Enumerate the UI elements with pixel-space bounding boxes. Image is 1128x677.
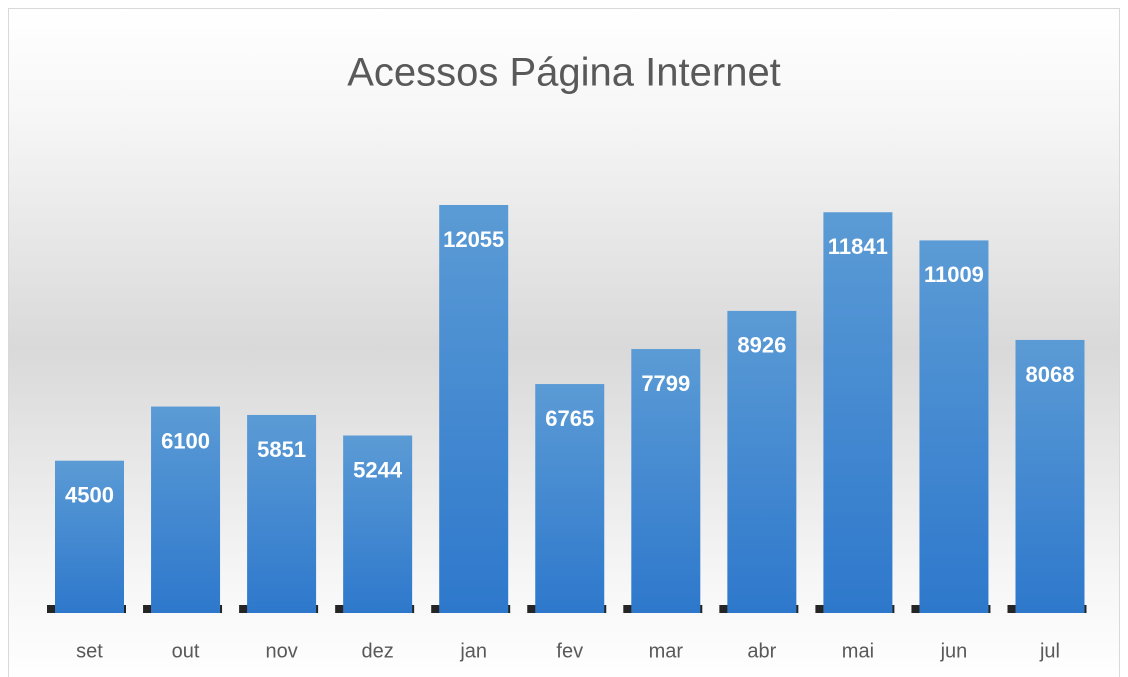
bar	[631, 349, 701, 613]
bar	[247, 414, 317, 613]
bar	[1015, 339, 1085, 613]
x-tick-label: abr	[747, 640, 776, 662]
bar	[151, 406, 221, 613]
x-tick-label: set	[76, 640, 103, 662]
data-label: 11841	[828, 234, 888, 259]
data-label: 5851	[257, 437, 306, 462]
x-tick-label: mai	[842, 640, 874, 662]
bar	[727, 310, 797, 613]
bar	[535, 384, 605, 613]
bar	[919, 240, 989, 614]
data-label: 11009	[924, 262, 984, 287]
x-tick-label: fev	[556, 640, 583, 662]
x-tick-label: jul	[1039, 640, 1060, 662]
x-tick-label: out	[172, 640, 200, 662]
bar	[823, 212, 893, 613]
x-tick-label: jun	[940, 640, 968, 662]
data-label: 12055	[443, 227, 504, 252]
x-tick-label: mar	[649, 640, 684, 662]
data-label: 8926	[737, 333, 786, 358]
data-label: 6100	[161, 428, 210, 453]
data-label: 8068	[1026, 362, 1075, 387]
x-tick-label: jan	[459, 640, 487, 662]
data-label: 5244	[353, 457, 403, 482]
data-label: 7799	[641, 371, 690, 396]
bar	[55, 460, 124, 613]
chart-title: Acessos Página Internet	[347, 51, 781, 95]
x-tick-label: nov	[265, 640, 297, 662]
data-label: 4500	[65, 483, 114, 508]
bar	[343, 435, 413, 613]
x-tick-label: dez	[362, 640, 394, 662]
data-label: 6765	[545, 406, 594, 431]
bar	[439, 205, 509, 613]
